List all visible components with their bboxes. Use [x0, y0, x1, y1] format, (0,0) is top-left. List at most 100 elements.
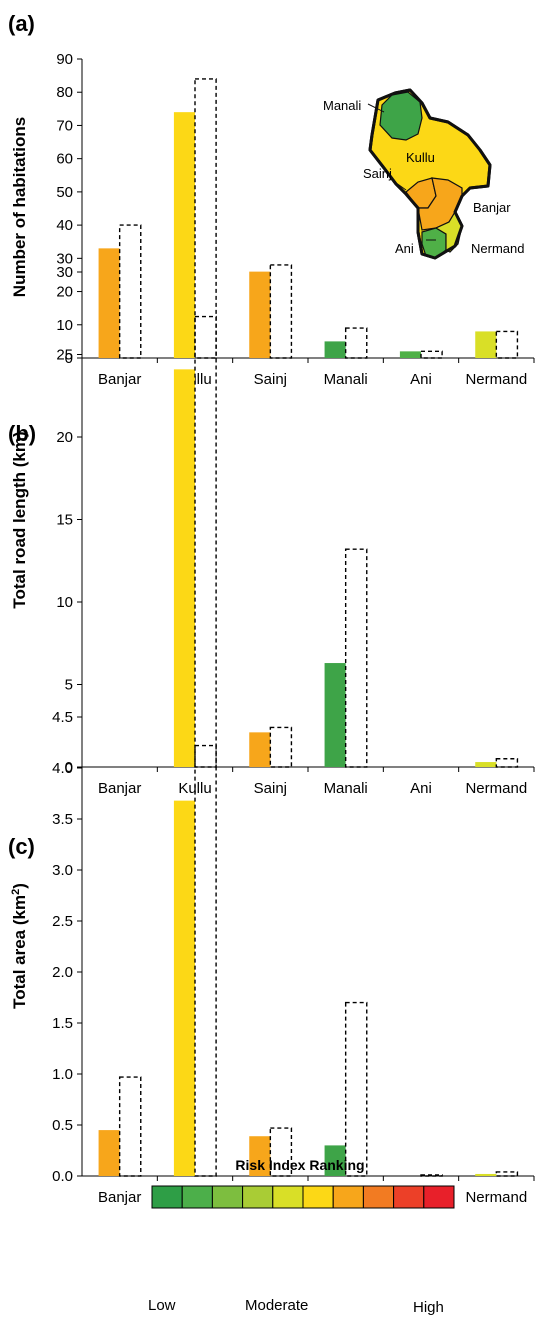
x-tick-label: Nermand: [465, 1189, 527, 1206]
bar-filled-sainj: [249, 271, 271, 358]
panel-label: (b): [8, 421, 36, 446]
map-label-sainj: Sainj: [363, 166, 392, 181]
y-tick-label: 60: [56, 151, 73, 168]
risk-index-legend: Risk Index Ranking Low Moderate High: [148, 1157, 455, 1316]
bar-filled-manali: [324, 1145, 346, 1176]
y-axis-label: Number of habitations: [10, 117, 29, 297]
bar-dashed-ani: [420, 1174, 443, 1177]
legend-swatch: [362, 1185, 395, 1209]
bar-dashed-banjar: [118, 224, 142, 359]
y-tick-label: 3.0: [52, 862, 73, 879]
bar-filled-nermand: [475, 1173, 497, 1176]
map-label-banjar: Banjar: [473, 200, 511, 215]
x-tick-label: Sainj: [254, 371, 287, 388]
bar-dashed-nermand: [495, 758, 519, 768]
y-axis-label: Total road length (km): [10, 431, 29, 608]
bar-dashed-kullu: [194, 78, 217, 359]
map-outline: [368, 88, 492, 260]
legend-label-moderate: Moderate: [245, 1297, 308, 1314]
bar-dashed-nermand: [495, 1171, 519, 1177]
y-tick-label: 4.0: [52, 760, 73, 777]
y-tick-label: 3.5: [52, 811, 73, 828]
legend-swatch: [181, 1185, 213, 1209]
x-tick-label: Banjar: [98, 371, 141, 388]
legend-swatch: [423, 1185, 455, 1209]
map-label-kullu: Kullu: [406, 150, 435, 165]
legend-title: Risk Index Ranking: [235, 1157, 364, 1173]
legend-label-high: High: [413, 1299, 444, 1316]
legend-label-low: Low: [148, 1297, 176, 1314]
panel-label: (a): [8, 11, 35, 36]
y-tick-label: 5: [65, 677, 73, 694]
map-region-manali: [379, 91, 423, 141]
chart-panel-2: (b)Total road length (km) 0 5 10 15 20 25 30 Ban…: [8, 264, 535, 797]
bar-filled-nermand: [475, 762, 497, 767]
legend-swatch: [242, 1185, 274, 1209]
y-tick-label: 0.5: [52, 1117, 73, 1134]
y-tick-label: 2.5: [52, 913, 73, 930]
y-tick-label: 30: [56, 264, 73, 281]
x-tick-label: Manali: [324, 780, 368, 797]
legend-swatch: [151, 1185, 183, 1209]
x-tick-label: Ani: [410, 780, 432, 797]
bar-dashed-manali: [344, 548, 368, 768]
y-tick-label: 20: [56, 429, 73, 446]
map-label-manali: Manali: [323, 98, 361, 113]
district-map-inset: Manali Kullu Sainj Banjar Ani Nermand: [323, 88, 524, 260]
y-tick-label: 10: [56, 594, 73, 611]
bar-dashed-nermand: [495, 330, 519, 359]
bar-dashed-sainj: [269, 726, 293, 768]
bar-filled-ani: [399, 351, 421, 358]
chart-panels: (a)Number of habitations0102030405060708…: [8, 11, 535, 1206]
x-tick-label: Manali: [324, 371, 368, 388]
y-tick-label: 10: [56, 317, 73, 334]
bar-dashed-ani: [420, 350, 443, 359]
legend-swatch: [393, 1185, 425, 1209]
panel-label: (c): [8, 834, 35, 859]
bar-filled-kullu: [173, 112, 195, 359]
y-tick-label: 25: [56, 347, 73, 364]
map-label-ani: Ani: [395, 241, 414, 256]
bar-dashed-kullu: [194, 315, 217, 768]
y-tick-label: 50: [56, 184, 73, 201]
bar-filled-banjar: [98, 248, 120, 358]
map-leader-manali: [367, 103, 385, 113]
map-label-nermand: Nermand: [471, 241, 524, 256]
bar-filled-manali: [324, 341, 346, 358]
legend-swatches: [151, 1185, 455, 1209]
x-tick-label: Nermand: [465, 780, 527, 797]
y-tick-label: 0.0: [52, 1168, 73, 1185]
legend-swatch: [302, 1185, 334, 1209]
bar-filled-kullu: [173, 800, 195, 1176]
bar-dashed-sainj: [269, 1127, 293, 1177]
y-tick-label: 0: [65, 759, 73, 776]
y-tick-label: 4.5: [52, 709, 73, 726]
map-leader-sainj: [391, 179, 407, 191]
y-tick-label: 2.0: [52, 964, 73, 981]
y-tick-label: 1.0: [52, 1066, 73, 1083]
legend-swatch: [272, 1185, 304, 1209]
bar-filled-banjar: [98, 1130, 120, 1176]
bar-filled-sainj: [249, 1136, 271, 1176]
bar-dashed-manali: [344, 1001, 368, 1177]
bar-filled-sainj: [249, 732, 271, 767]
bar-dashed-kullu: [194, 744, 217, 1177]
y-tick-label: 70: [56, 117, 73, 134]
bar-filled-kullu: [173, 369, 195, 767]
y-tick-label: 15: [56, 512, 73, 529]
x-tick-label: Banjar: [98, 1189, 141, 1206]
x-tick-label: Nermand: [465, 371, 527, 388]
y-tick-label: 90: [56, 51, 73, 68]
legend-swatch: [211, 1185, 244, 1209]
y-tick-label: 40: [56, 217, 73, 234]
y-axis-label: Total area (km2): [10, 883, 29, 1009]
x-tick-label: Banjar: [98, 780, 141, 797]
y-tick-label: 0: [65, 350, 73, 367]
y-tick-label: 80: [56, 84, 73, 101]
x-tick-label: Ani: [410, 371, 432, 388]
bar-filled-nermand: [475, 331, 497, 358]
x-tick-label: Sainj: [254, 780, 287, 797]
legend-swatch: [332, 1185, 364, 1209]
bar-filled-manali: [324, 663, 346, 767]
